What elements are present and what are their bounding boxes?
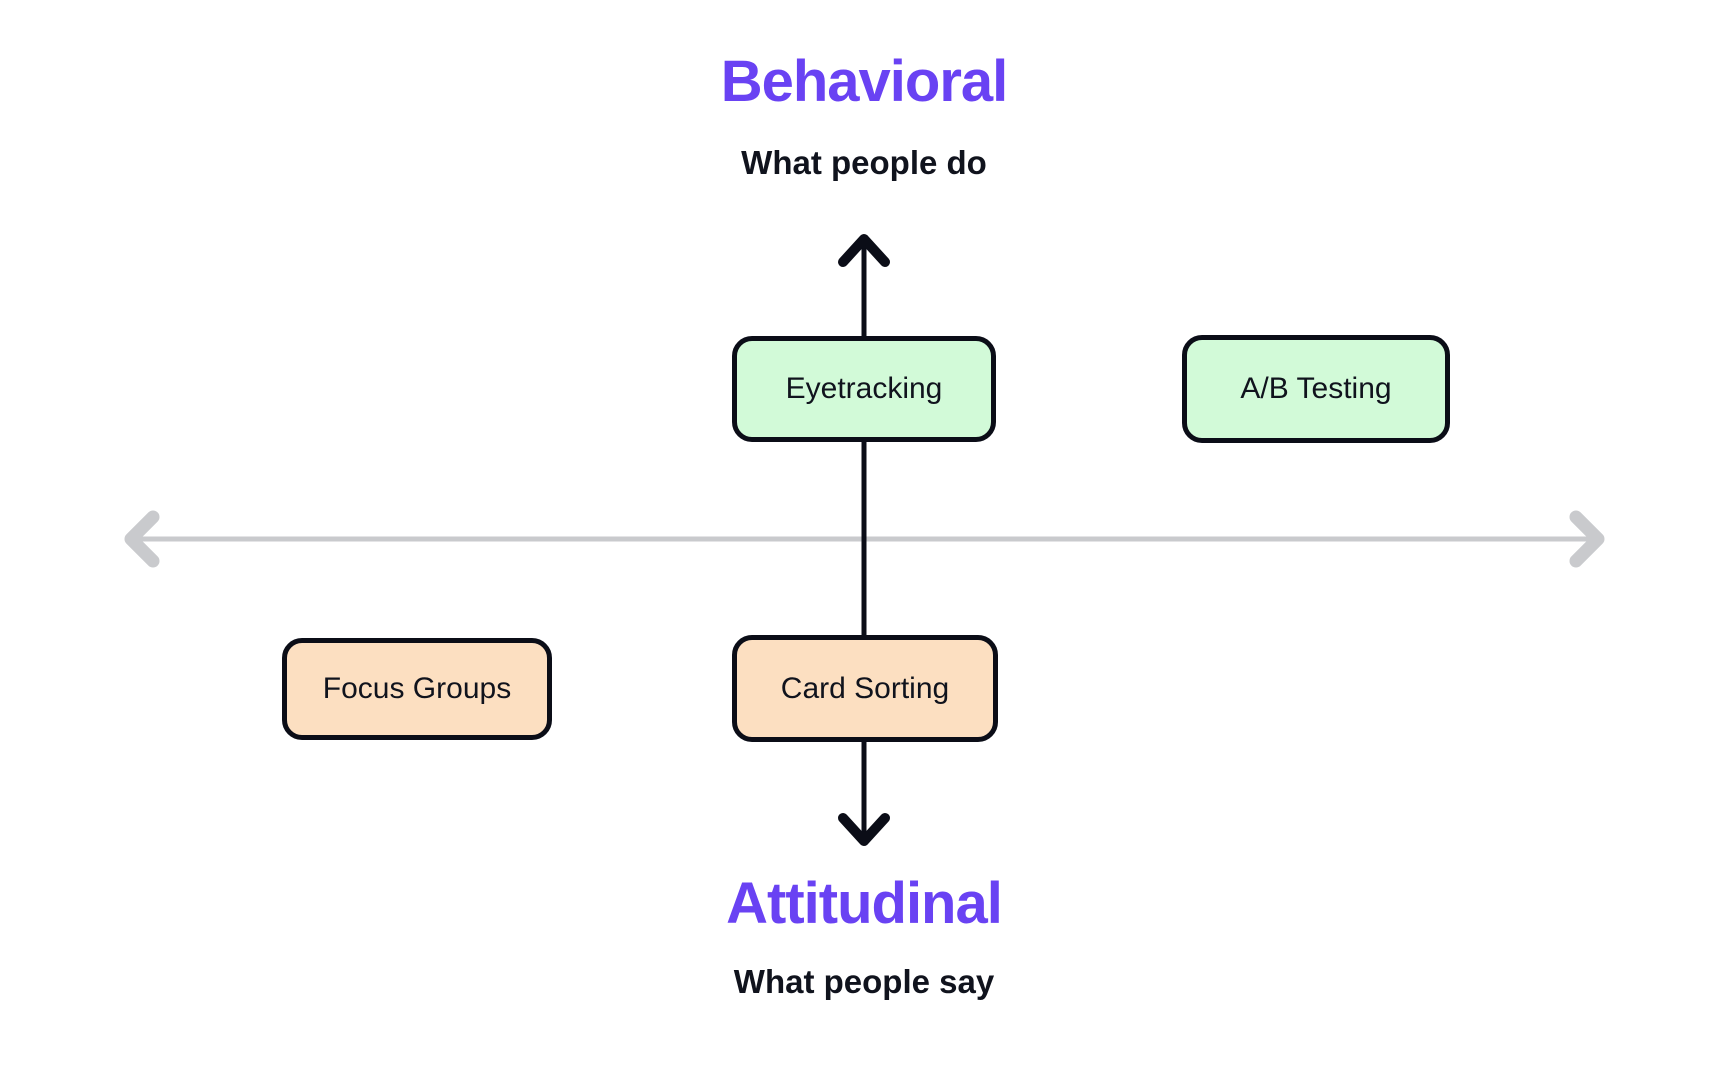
- vertical-axis-down-arrowhead-icon: [838, 813, 890, 846]
- behavioral-axis-subtitle: What people do: [741, 144, 987, 181]
- horizontal-axis-right-arrowhead-icon: [1569, 510, 1605, 568]
- attitudinal-axis-subtitle: What people say: [733, 963, 995, 1000]
- node-ab-testing-label: A/B Testing: [1240, 372, 1392, 405]
- node-focus-groups-label: Focus Groups: [322, 672, 512, 705]
- node-card-sorting: Card Sorting: [732, 635, 998, 742]
- behavioral-axis-title: Behavioral: [720, 49, 1009, 114]
- vertical-axis-up-arrowhead-icon: [838, 234, 890, 267]
- node-focus-groups: Focus Groups: [282, 638, 552, 740]
- node-ab-testing: A/B Testing: [1182, 335, 1450, 443]
- node-card-sorting-label: Card Sorting: [780, 671, 950, 705]
- node-eyetracking-label: Eyetracking: [785, 372, 943, 405]
- node-eyetracking: Eyetracking: [732, 336, 996, 442]
- horizontal-axis-left-arrowhead-icon: [124, 510, 160, 568]
- attitudinal-axis-title: Attitudinal: [726, 871, 1003, 936]
